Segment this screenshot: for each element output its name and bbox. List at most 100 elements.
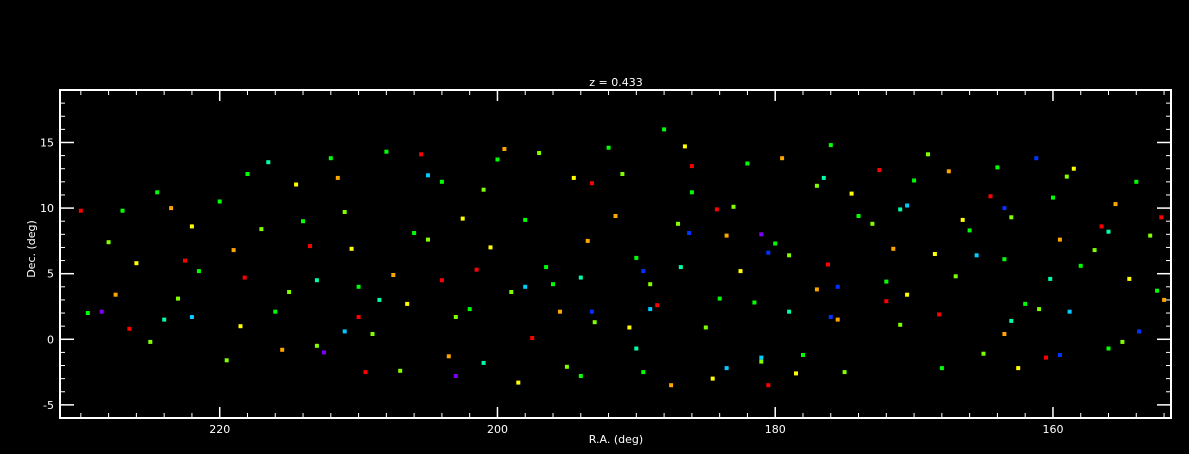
- data-point: [183, 258, 187, 263]
- data-point: [439, 278, 444, 283]
- data-point: [1127, 276, 1132, 281]
- data-point: [245, 172, 250, 176]
- data-point: [217, 199, 222, 204]
- data-point: [814, 287, 819, 292]
- data-point: [939, 366, 944, 371]
- data-point: [342, 210, 347, 214]
- data-point: [592, 320, 597, 325]
- data-point: [460, 216, 465, 221]
- data-point: [759, 355, 764, 360]
- data-point: [724, 366, 729, 371]
- data-point: [377, 297, 382, 302]
- data-point: [558, 309, 562, 314]
- y-tick-label: 5: [47, 268, 54, 281]
- data-point: [321, 350, 326, 355]
- data-point: [294, 182, 299, 187]
- data-point: [481, 187, 486, 192]
- data-point: [1155, 288, 1160, 293]
- data-point: [717, 296, 722, 301]
- data-point: [932, 252, 937, 256]
- data-point: [787, 309, 792, 314]
- data-point: [759, 232, 764, 237]
- data-point: [1037, 307, 1042, 312]
- data-point: [773, 241, 778, 246]
- data-point: [169, 206, 174, 211]
- data-point: [641, 269, 646, 274]
- x-tick-label: 160: [1042, 423, 1063, 436]
- data-point: [1057, 353, 1062, 357]
- y-tick-label: 10: [40, 202, 54, 215]
- data-point: [231, 248, 236, 253]
- data-point: [613, 214, 618, 218]
- data-point: [787, 253, 792, 258]
- data-point: [176, 296, 180, 301]
- data-point: [842, 370, 847, 375]
- data-point: [523, 217, 528, 222]
- data-point: [426, 173, 430, 178]
- data-point: [564, 364, 569, 369]
- x-tick-label: 180: [765, 423, 786, 436]
- data-point: [238, 324, 243, 329]
- data-point: [314, 278, 319, 283]
- plot-frame: [59, 89, 1172, 419]
- data-point: [78, 208, 83, 213]
- data-point: [849, 191, 854, 196]
- data-point: [259, 227, 264, 232]
- data-point: [710, 376, 715, 381]
- data-point: [988, 194, 993, 199]
- data-point: [627, 325, 632, 330]
- data-point: [905, 292, 910, 297]
- data-point: [551, 282, 555, 287]
- data-point: [1099, 224, 1104, 229]
- data-point: [99, 309, 104, 314]
- data-point: [474, 267, 479, 272]
- data-point: [308, 244, 312, 249]
- axes-layer: 220 200 180 160 -5 0 5 10 15: [40, 89, 1172, 436]
- data-point: [134, 261, 139, 266]
- data-point: [419, 152, 424, 157]
- data-point: [801, 353, 805, 357]
- data-point: [738, 269, 743, 274]
- data-point: [1159, 215, 1164, 220]
- data-point: [1067, 309, 1072, 314]
- data-point: [426, 237, 430, 242]
- data-point: [509, 290, 514, 294]
- data-point: [398, 368, 403, 373]
- data-point: [648, 282, 653, 287]
- data-point: [189, 224, 194, 229]
- data-point: [974, 253, 979, 258]
- data-point: [752, 300, 757, 305]
- data-point: [689, 190, 694, 195]
- data-point: [301, 219, 305, 224]
- data-point: [242, 275, 247, 280]
- data-point: [678, 265, 683, 270]
- data-point: [766, 250, 771, 255]
- data-point: [370, 332, 375, 336]
- data-point: [655, 303, 660, 308]
- data-point: [1009, 318, 1014, 323]
- data-point: [266, 160, 271, 165]
- data-point: [766, 383, 771, 388]
- y-axis-label: Dec. (deg): [25, 220, 38, 278]
- data-point: [794, 371, 798, 376]
- data-point: [106, 240, 111, 245]
- data-point: [120, 208, 125, 213]
- data-point: [412, 231, 417, 235]
- data-point: [946, 169, 951, 174]
- data-point: [1113, 202, 1118, 207]
- data-point: [453, 315, 458, 319]
- data-point: [405, 301, 410, 306]
- data-point: [1009, 215, 1014, 220]
- data-point: [967, 228, 972, 233]
- data-point: [446, 354, 451, 359]
- y-tick-label: -5: [43, 399, 54, 412]
- data-point: [287, 290, 292, 294]
- data-point: [926, 152, 930, 157]
- data-point: [1023, 301, 1028, 306]
- points-layer: [78, 127, 1167, 388]
- data-point: [578, 374, 583, 378]
- data-point: [453, 374, 458, 378]
- data-point: [85, 311, 90, 315]
- data-point: [363, 370, 368, 375]
